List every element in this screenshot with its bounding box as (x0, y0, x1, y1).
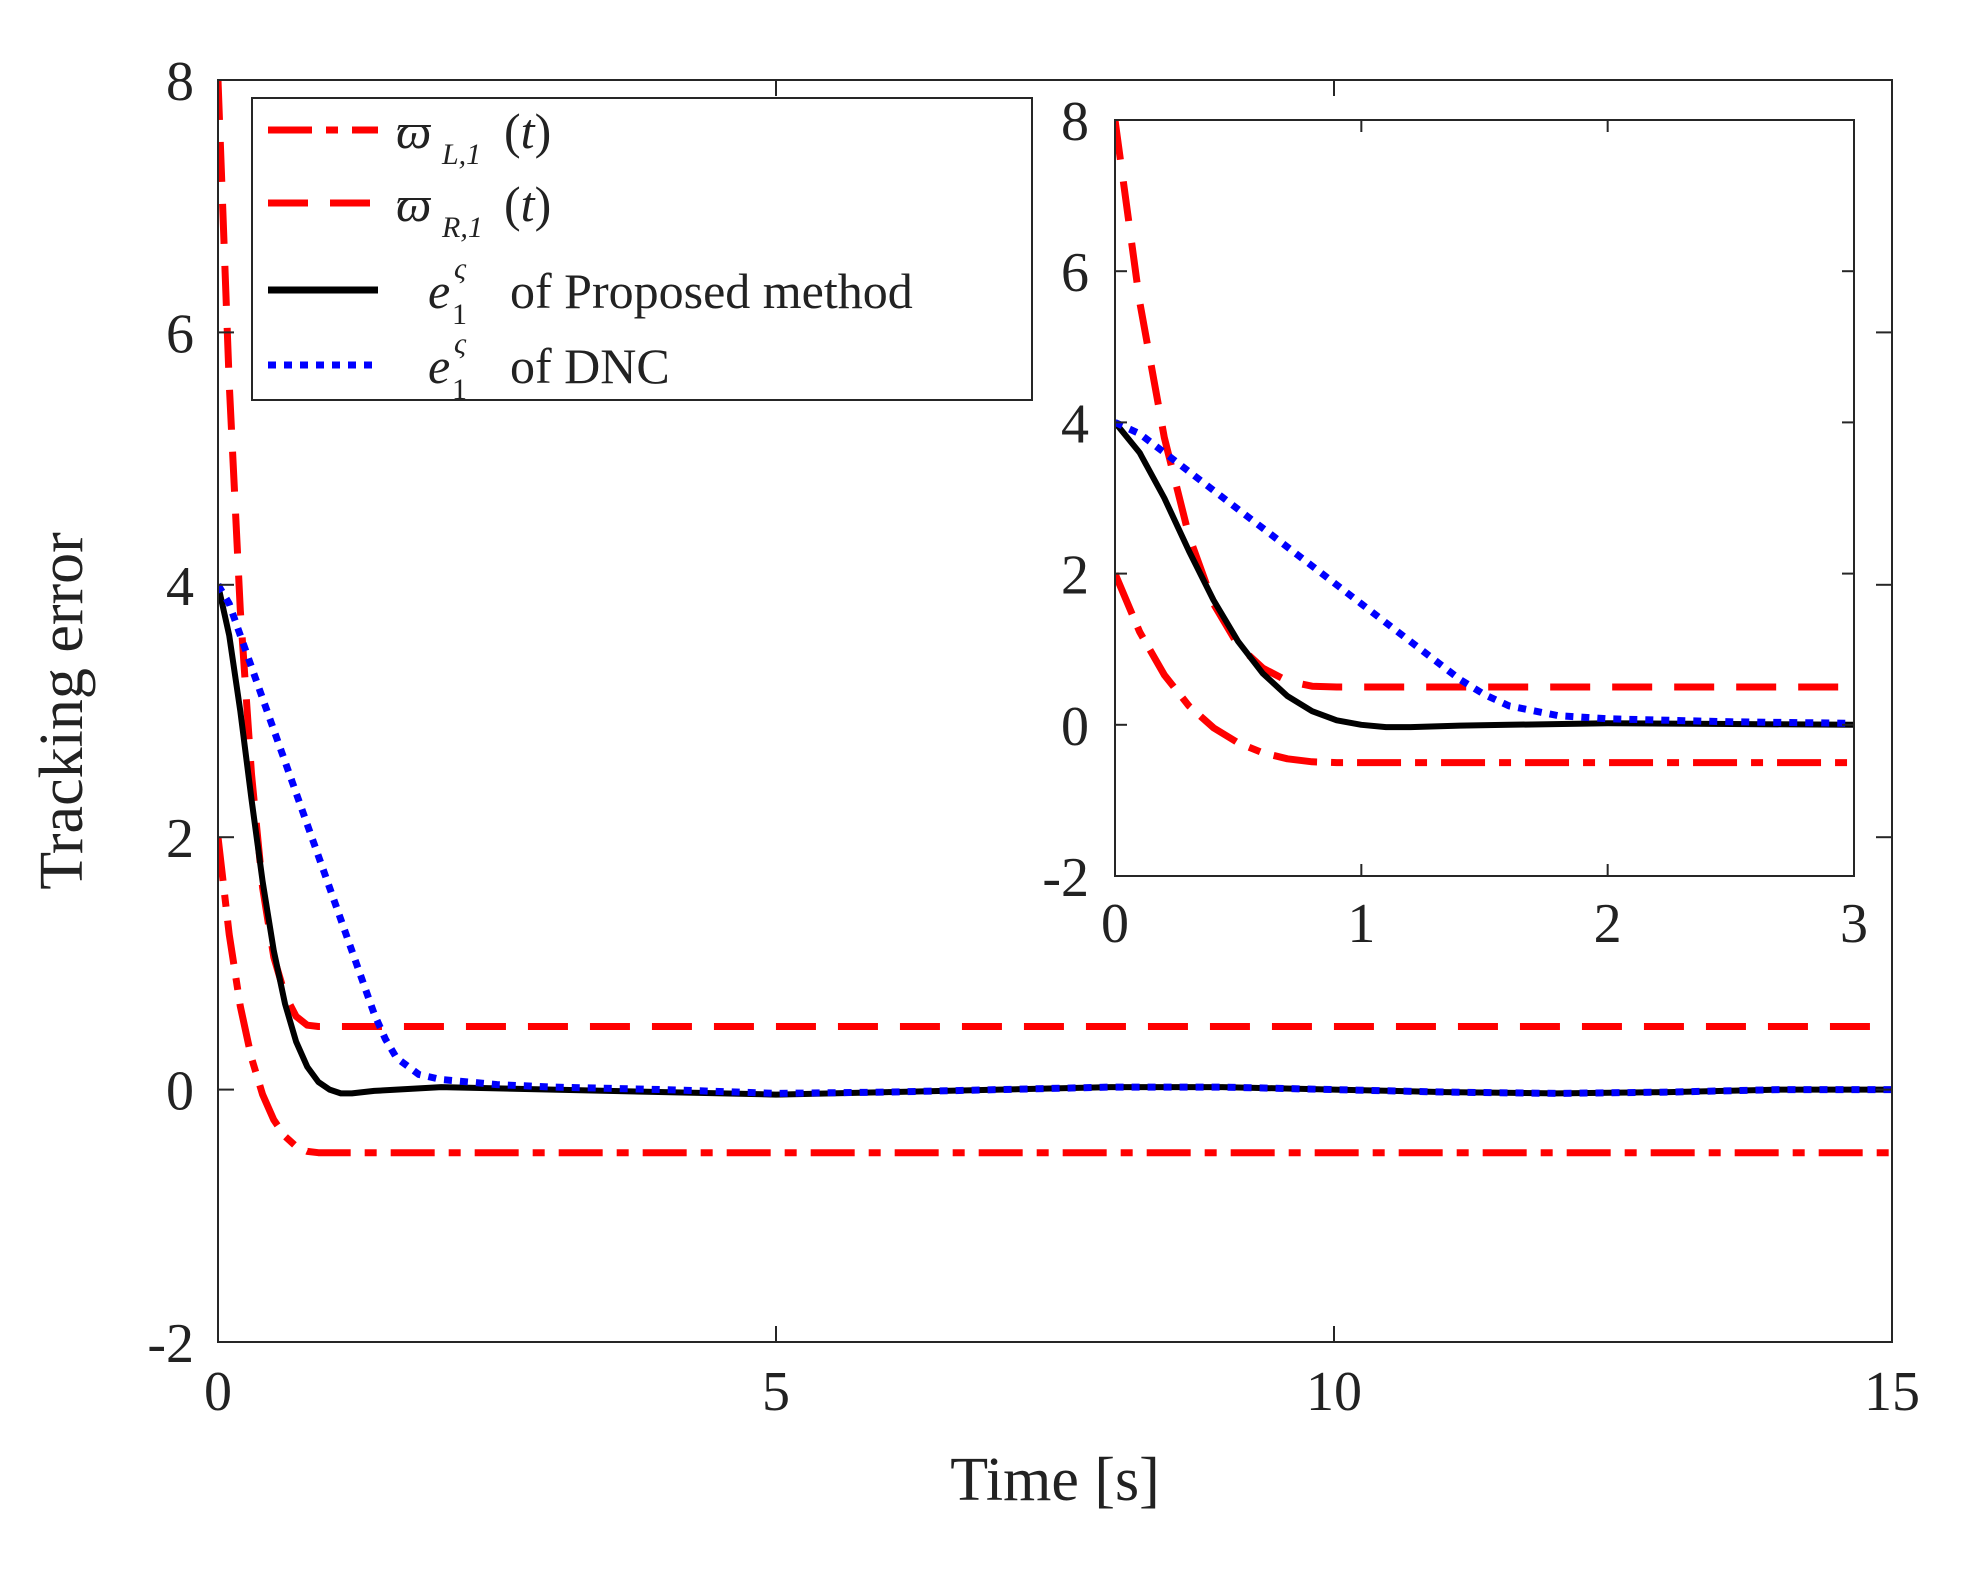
legend-label: of DNC (510, 338, 670, 394)
legend-entry: ϖ L,1 (t) (268, 103, 551, 171)
inset-axes-frame (1114, 119, 1855, 877)
inset-y-tick-label: 6 (1061, 242, 1089, 304)
main-axes-frame (217, 79, 1893, 1343)
main-line-e-1-of-proposed-method (218, 584, 1892, 1098)
inset-x-tick-label: 2 (1594, 893, 1622, 955)
main-x-tick-label: 0 (204, 1361, 232, 1423)
legend-math-symbol: ϖ (396, 103, 432, 159)
legend-math-subscript: 1 (452, 373, 467, 406)
main-y-tick-label: 8 (166, 51, 194, 113)
legend-math-argument: (t) (504, 176, 551, 232)
main-x-tick-label: 5 (762, 1361, 790, 1423)
main-x-axis-label: Time [s] (950, 1446, 1160, 1514)
main-line-l-1-t (218, 836, 1892, 1157)
legend-math-superscript: ς (454, 327, 467, 360)
main-x-tick-label: 15 (1864, 1361, 1920, 1423)
inset-y-tick-label: 0 (1061, 696, 1089, 758)
inset-y-tick-label: 2 (1061, 545, 1089, 607)
legend-math-symbol: e (428, 338, 450, 394)
main-y-tick-label: 6 (166, 303, 194, 365)
legend-math-superscript: ς (454, 252, 467, 285)
legend-math-subscript: L,1 (441, 138, 481, 171)
inset-line-series-1 (1115, 572, 1854, 767)
legend-box (251, 97, 1033, 401)
inset-line-series-4 (1115, 419, 1854, 727)
legend-math-subscript: 1 (452, 298, 467, 331)
legend-math-subscript: R,1 (441, 211, 483, 244)
main-y-tick-label: 4 (166, 556, 194, 618)
inset-x-tick-label: 0 (1101, 893, 1129, 955)
legend-math-symbol: e (428, 263, 450, 319)
main-series-lines (218, 80, 1892, 1157)
legend-entry: e 1 ς of Proposed method (268, 252, 913, 331)
main-y-tick-label: 0 (166, 1061, 194, 1123)
legend-entry: ϖ R,1 (t) (268, 176, 551, 244)
inset-y-tick-label: 8 (1061, 91, 1089, 153)
main-y-axis-label: Tracking error (28, 532, 96, 890)
main-line-r-1-t (218, 80, 1892, 1030)
main-x-tick-label: 10 (1306, 1361, 1362, 1423)
legend-label: of Proposed method (510, 263, 913, 319)
main-y-tick-label: -2 (147, 1313, 194, 1375)
legend-math-argument: (t) (504, 103, 551, 159)
main-line-e-1-of-dnc (218, 583, 1892, 1097)
inset-x-tick-label: 3 (1840, 893, 1868, 955)
inset-y-tick-label: 4 (1061, 393, 1089, 455)
main-y-tick-label: 2 (166, 808, 194, 870)
inset-series-lines (1115, 120, 1854, 767)
inset-x-tick-label: 1 (1347, 893, 1375, 955)
inset-line-series-3 (1115, 420, 1854, 731)
inset-y-tick-label: -2 (1042, 847, 1089, 909)
legend-math-symbol: ϖ (396, 176, 432, 232)
legend-entry: e 1 ς of DNC (268, 327, 670, 406)
